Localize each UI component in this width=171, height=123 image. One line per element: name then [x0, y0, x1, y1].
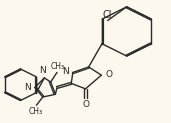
Text: N: N: [39, 66, 46, 75]
Text: O: O: [83, 100, 90, 109]
Text: CH₃: CH₃: [29, 107, 43, 116]
Text: Cl: Cl: [103, 10, 112, 20]
Text: N: N: [62, 67, 69, 76]
Text: CH₃: CH₃: [50, 62, 64, 71]
Text: N: N: [24, 83, 31, 92]
Text: O: O: [105, 70, 112, 79]
